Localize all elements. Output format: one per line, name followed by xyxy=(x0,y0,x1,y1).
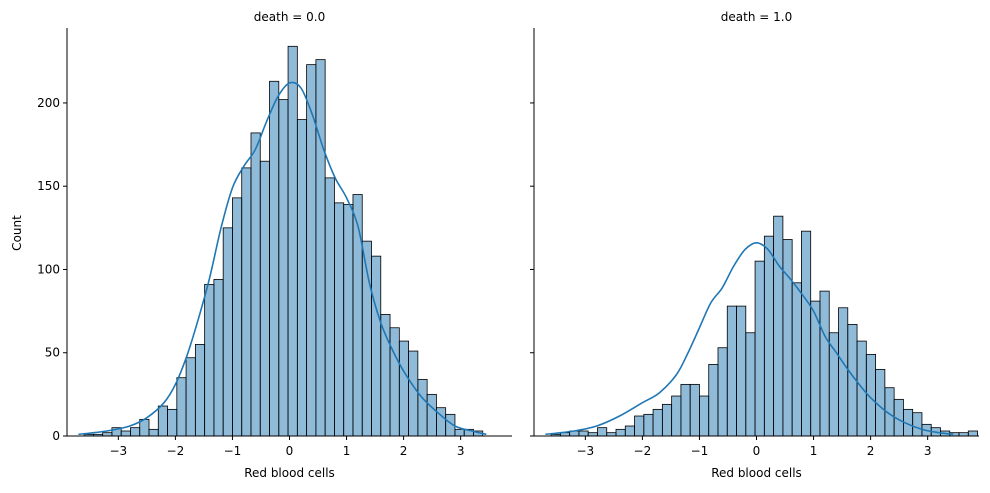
x-tick-label: 2 xyxy=(867,444,875,458)
histogram-bar xyxy=(130,427,141,437)
histogram-bar xyxy=(782,239,793,437)
y-tick-label: 0 xyxy=(52,429,60,443)
y-ticks: 0 50 100 150 200 xyxy=(37,96,67,443)
histogram-bar xyxy=(408,350,419,437)
x-tick-label: −3 xyxy=(109,444,127,458)
histogram-bar xyxy=(296,119,308,437)
histogram-bar xyxy=(426,393,437,437)
histogram-bar xyxy=(624,425,635,437)
x-tick-label: 0 xyxy=(286,444,294,458)
histogram-bar xyxy=(745,332,756,437)
histogram-bar xyxy=(324,177,335,437)
histogram-bar xyxy=(185,357,196,437)
x-ticks: −3 −2 −1 0 1 2 3 xyxy=(109,436,464,458)
histogram-bar xyxy=(204,284,215,437)
y-tick-label: 50 xyxy=(45,346,60,360)
histogram-bar xyxy=(791,282,802,437)
histogram-bar xyxy=(222,227,233,437)
histogram-bar xyxy=(417,378,428,437)
histogram-bar xyxy=(176,377,187,437)
histogram-bar xyxy=(232,197,243,437)
y-ticks xyxy=(530,102,534,437)
x-tick-label: −1 xyxy=(224,444,242,458)
histogram-bar xyxy=(578,430,589,437)
histogram-bar xyxy=(717,347,728,437)
histogram-bar xyxy=(241,167,252,437)
histogram-bar xyxy=(736,305,747,437)
histogram-bar xyxy=(763,235,775,437)
histogram-bar xyxy=(352,194,363,437)
x-tick-label: 3 xyxy=(924,444,932,458)
histogram-bar xyxy=(967,430,978,437)
histogram-bar xyxy=(597,427,608,437)
histogram-bar xyxy=(269,80,280,437)
x-tick-label: 1 xyxy=(810,444,818,458)
histogram-bar xyxy=(661,403,673,437)
histogram-bar xyxy=(912,412,923,437)
histogram-bar xyxy=(371,255,382,437)
histogram-bar xyxy=(643,413,654,437)
histogram-bar xyxy=(699,395,710,437)
histogram-bar xyxy=(259,160,270,437)
histogram-bar xyxy=(708,363,719,437)
y-axis-label: Count xyxy=(10,215,24,251)
kde-line xyxy=(78,81,487,436)
histogram-bar xyxy=(754,260,765,437)
histogram-bar xyxy=(315,59,326,437)
histogram-bar xyxy=(213,279,224,437)
histogram-bar xyxy=(875,368,886,437)
kde-curve xyxy=(545,242,954,436)
panel-title: death = 0.0 xyxy=(254,10,325,24)
panel-death-1: death = 1.0 −3 −2 −1 0 1 2 3 Red blood cells xyxy=(530,10,979,480)
y-tick-label: 200 xyxy=(37,96,60,110)
x-tick-label: 2 xyxy=(400,444,408,458)
histogram-bar xyxy=(389,327,400,437)
x-axis-label: Red blood cells xyxy=(244,466,335,480)
histogram-bar xyxy=(838,307,849,437)
x-ticks: −3 −2 −1 0 1 2 3 xyxy=(576,436,931,458)
histogram-bar xyxy=(689,383,700,437)
x-axis-label: Red blood cells xyxy=(711,466,802,480)
x-tick-label: −3 xyxy=(576,444,594,458)
histogram-bar xyxy=(680,383,691,437)
x-tick-label: −1 xyxy=(691,444,709,458)
panel-title: death = 1.0 xyxy=(721,10,792,24)
x-tick-label: 3 xyxy=(457,444,465,458)
histogram-bar xyxy=(671,395,682,437)
histogram-bar xyxy=(120,430,131,437)
y-tick-label: 150 xyxy=(37,179,60,193)
histogram-bar xyxy=(819,290,830,437)
x-tick-label: −2 xyxy=(167,444,185,458)
histogram-bar xyxy=(287,45,298,437)
x-tick-label: −2 xyxy=(634,444,652,458)
histogram-bar xyxy=(278,99,289,437)
histogram-bar xyxy=(194,344,206,437)
histogram-bar xyxy=(801,230,812,437)
histogram-bar xyxy=(652,408,663,437)
panel-death-0: death = 0.0 −3 −2 −1 0 1 2 3 0 50 100 150 200 Red … xyxy=(10,10,512,480)
histogram-bar xyxy=(615,428,626,437)
histogram-bar xyxy=(148,428,159,437)
kde-line xyxy=(545,242,954,436)
histogram-bar xyxy=(167,408,178,437)
x-tick-label: 1 xyxy=(343,444,351,458)
histogram-bar xyxy=(334,202,345,437)
y-tick-label: 100 xyxy=(37,262,60,276)
histogram-bar xyxy=(250,132,261,437)
histogram-bar xyxy=(454,428,465,437)
histogram-bar xyxy=(726,305,737,437)
kde-curve xyxy=(78,81,487,436)
x-tick-label: 0 xyxy=(753,444,761,458)
histogram-bar xyxy=(398,340,409,437)
histogram-bar xyxy=(773,215,784,437)
histogram-bar xyxy=(157,405,168,437)
histogram-bar xyxy=(343,204,354,437)
histogram-bar xyxy=(634,415,645,437)
